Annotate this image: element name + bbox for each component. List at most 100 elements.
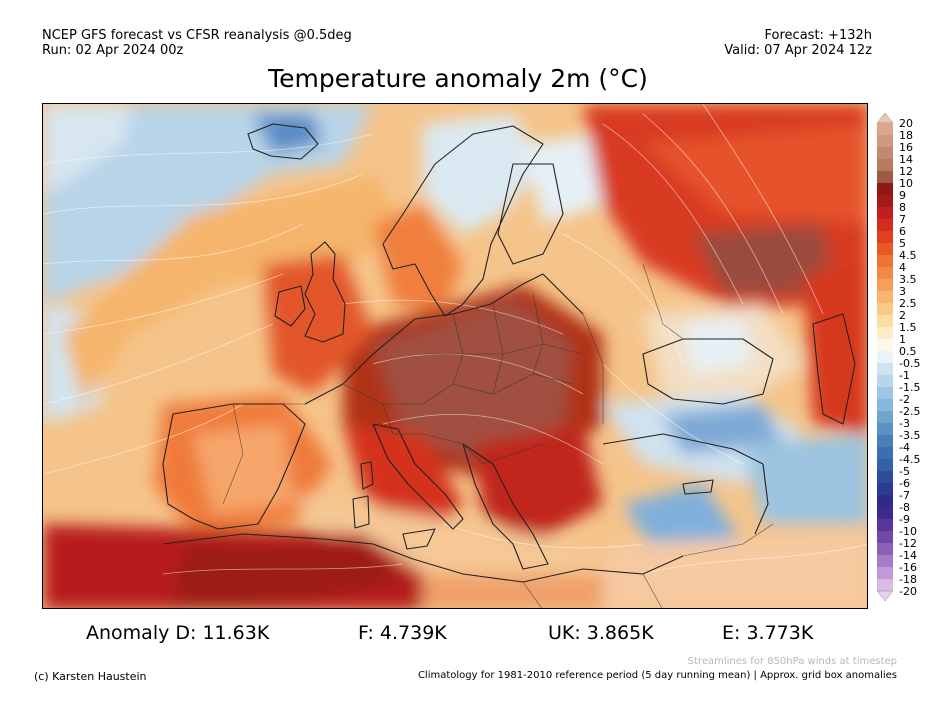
colorbar-tick-label: 1.5 bbox=[899, 320, 917, 334]
colorbar-swatch bbox=[877, 123, 893, 136]
colorbar-tick-label: 3 bbox=[899, 284, 906, 298]
colorbar-swatch bbox=[877, 543, 893, 556]
colorbar-swatch bbox=[877, 375, 893, 388]
colorbar-tick-label: 2 bbox=[899, 308, 906, 322]
colorbar-tick-label: -12 bbox=[899, 536, 917, 550]
anomaly-germany: Anomaly D: 11.63K bbox=[86, 622, 270, 644]
colorbar-tick-label: -18 bbox=[899, 572, 917, 586]
colorbar-bottom-arrow bbox=[876, 590, 894, 601]
colorbar-swatch bbox=[877, 327, 893, 340]
colorbar-tick-label: 10 bbox=[899, 176, 913, 190]
streamlines-note: Streamlines for 850hPa winds at timestep bbox=[687, 656, 897, 667]
model-description: NCEP GFS forecast vs CFSR reanalysis @0.… bbox=[42, 28, 352, 43]
colorbar-tick-label: 0.5 bbox=[899, 344, 917, 358]
colorbar-swatch bbox=[877, 579, 893, 592]
colorbar-tick-label: 14 bbox=[899, 152, 913, 166]
colorbar-top-arrow bbox=[876, 113, 894, 124]
colorbar bbox=[876, 113, 894, 601]
colorbar-swatch bbox=[877, 207, 893, 220]
colorbar-tick-label: 1 bbox=[899, 332, 906, 346]
colorbar-swatch bbox=[877, 231, 893, 244]
colorbar-swatch bbox=[877, 387, 893, 400]
colorbar-swatch bbox=[877, 255, 893, 268]
colorbar-swatch bbox=[877, 519, 893, 532]
header-right: Forecast: +132h Valid: 07 Apr 2024 12z bbox=[724, 28, 872, 58]
colorbar-swatch bbox=[877, 507, 893, 520]
country-borders bbox=[222, 263, 774, 608]
wind-streamlines bbox=[43, 104, 867, 575]
colorbar-tick-label: 18 bbox=[899, 128, 913, 142]
anomaly-uk: UK: 3.865K bbox=[548, 622, 654, 644]
colorbar-tick-label: -5 bbox=[899, 464, 910, 478]
colorbar-tick-label: -6 bbox=[899, 476, 910, 490]
colorbar-labels: 20 18 16 14 12 10 9 8 7 6 5 4.5 4 3.5 3 2.5 2 1.5 1 0.5 -0.5… bbox=[899, 0, 939, 705]
colorbar-tick-label: 7 bbox=[899, 212, 906, 226]
colorbar-swatch bbox=[877, 171, 893, 184]
colorbar-swatch bbox=[877, 135, 893, 148]
colorbar-tick-label: -16 bbox=[899, 560, 917, 574]
credit: (c) Karsten Haustein bbox=[34, 670, 147, 683]
colorbar-tick-label: -3.5 bbox=[899, 428, 921, 442]
colorbar-tick-label: 9 bbox=[899, 188, 906, 202]
colorbar-swatch bbox=[877, 567, 893, 580]
colorbar-tick-label: -1 bbox=[899, 368, 910, 382]
colorbar-tick-label: 4.5 bbox=[899, 248, 917, 262]
colorbar-tick-label: -10 bbox=[899, 524, 917, 538]
colorbar-swatch bbox=[877, 291, 893, 304]
colorbar-swatch bbox=[877, 531, 893, 544]
colorbar-tick-label: -1.5 bbox=[899, 380, 921, 394]
colorbar-tick-label: -9 bbox=[899, 512, 910, 526]
colorbar-tick-label: 8 bbox=[899, 200, 906, 214]
colorbar-swatch bbox=[877, 339, 893, 352]
map-title: Temperature anomaly 2m (°C) bbox=[268, 64, 648, 93]
colorbar-tick-label: -4.5 bbox=[899, 452, 921, 466]
colorbar-tick-label: 16 bbox=[899, 140, 913, 154]
anomaly-spain: E: 3.773K bbox=[722, 622, 814, 644]
colorbar-swatch bbox=[877, 435, 893, 448]
regional-anomalies: Anomaly D: 11.63K F: 4.739K UK: 3.865K E… bbox=[0, 622, 940, 650]
colorbar-swatch bbox=[877, 279, 893, 292]
colorbar-tick-label: 2.5 bbox=[899, 296, 917, 310]
colorbar-swatch bbox=[877, 423, 893, 436]
colorbar-swatch bbox=[877, 363, 893, 376]
colorbar-swatch bbox=[877, 195, 893, 208]
colorbar-tick-label: -4 bbox=[899, 440, 910, 454]
colorbar-swatch bbox=[877, 447, 893, 460]
colorbar-tick-label: 6 bbox=[899, 224, 906, 238]
forecast-hour: Forecast: +132h bbox=[764, 28, 872, 43]
colorbar-swatch bbox=[877, 243, 893, 256]
colorbar-swatch bbox=[877, 351, 893, 364]
colorbar-swatch bbox=[877, 147, 893, 160]
colorbar-tick-label: -7 bbox=[899, 488, 910, 502]
colorbar-swatch bbox=[877, 555, 893, 568]
colorbar-swatch bbox=[877, 219, 893, 232]
colorbar-tick-label: 4 bbox=[899, 260, 906, 274]
climatology-note: Climatology for 1981-2010 reference peri… bbox=[417, 670, 897, 681]
colorbar-swatch bbox=[877, 399, 893, 412]
run-time: Run: 02 Apr 2024 00z bbox=[42, 43, 184, 58]
colorbar-swatch bbox=[877, 315, 893, 328]
colorbar-tick-label: 5 bbox=[899, 236, 906, 250]
colorbar-tick-label: 12 bbox=[899, 164, 913, 178]
valid-time: Valid: 07 Apr 2024 12z bbox=[724, 43, 872, 58]
colorbar-swatch bbox=[877, 183, 893, 196]
colorbar-tick-label: -0.5 bbox=[899, 356, 921, 370]
colorbar-swatch bbox=[877, 411, 893, 424]
temperature-anomaly-map bbox=[42, 103, 868, 609]
colorbar-tick-label: -8 bbox=[899, 500, 910, 514]
colorbar-tick-label: -20 bbox=[899, 584, 917, 598]
colorbar-swatch bbox=[877, 159, 893, 172]
colorbar-swatch bbox=[877, 495, 893, 508]
colorbar-swatch bbox=[877, 471, 893, 484]
colorbar-tick-label: 3.5 bbox=[899, 272, 917, 286]
colorbar-tick-label: -14 bbox=[899, 548, 917, 562]
colorbar-swatch bbox=[877, 303, 893, 316]
colorbar-swatch bbox=[877, 459, 893, 472]
colorbar-tick-label: -2 bbox=[899, 392, 910, 406]
colorbar-tick-label: -2.5 bbox=[899, 404, 921, 418]
header-left: NCEP GFS forecast vs CFSR reanalysis @0.… bbox=[42, 28, 352, 58]
colorbar-tick-label: -3 bbox=[899, 416, 910, 430]
colorbar-swatch bbox=[877, 267, 893, 280]
anomaly-field bbox=[43, 104, 867, 608]
anomaly-france: F: 4.739K bbox=[358, 622, 447, 644]
